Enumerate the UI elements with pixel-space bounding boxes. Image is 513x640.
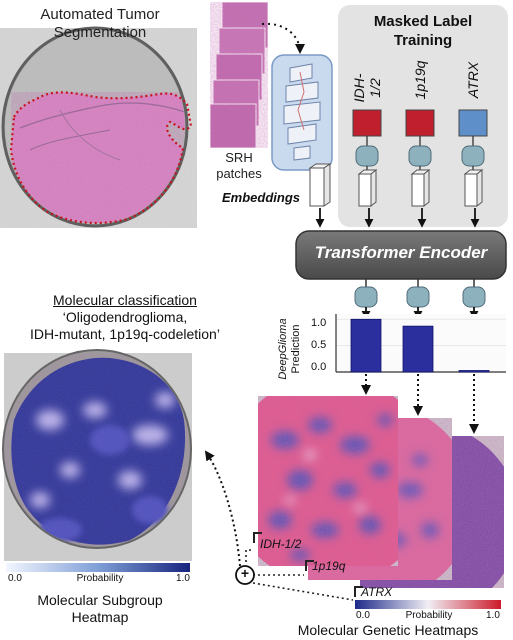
prediction-tick-1: 1.0 xyxy=(311,317,327,329)
prediction-axis-title: DeepGlioma Prediction xyxy=(277,309,303,389)
genetic-colorbar-mid: Probability xyxy=(405,610,453,621)
bar-to-heatmap-arrows xyxy=(361,374,479,434)
embeddings-label: Embeddings xyxy=(222,190,301,205)
subgroup-title-line-2: Heatmap xyxy=(71,609,129,625)
embedding-vector xyxy=(308,163,332,207)
srh-patches-label: SRH patches xyxy=(212,150,266,182)
classification-line-1: ‘Oligodendroglioma, xyxy=(62,309,188,325)
transformer-encoder-block xyxy=(295,230,507,280)
genetic-colorbar xyxy=(355,600,501,609)
subgroup-heatmap xyxy=(2,349,192,561)
prediction-tick-0-5: 0.5 xyxy=(311,339,327,351)
prediction-bar-2 xyxy=(458,370,490,373)
fusion-plus-symbol: + xyxy=(240,565,250,581)
srh-label-line-1: SRH xyxy=(225,150,253,165)
srh-patch-stack xyxy=(209,1,269,149)
subgroup-colorbar xyxy=(6,563,190,572)
marker-columns xyxy=(352,109,488,208)
marker-label-atrx: ATRX xyxy=(465,61,481,99)
idh-heatmap xyxy=(258,396,398,566)
heatmap-label-idh: IDH-1/2 xyxy=(260,537,302,551)
classification-heading: Molecular classification xyxy=(53,292,197,308)
classification-line-2: IDH-mutant, 1p19q-codeletion’ xyxy=(30,326,220,342)
genetic-heatmaps-title: Molecular Genetic Heatmaps xyxy=(297,622,479,638)
marker-label-idh: IDH-1/2 xyxy=(351,73,383,103)
prediction-bar-0 xyxy=(350,318,382,373)
marker-label-1p19q: 1p19q xyxy=(412,60,428,100)
masked-label-line-1: Masked Label xyxy=(373,13,473,30)
encoder-output-nodes xyxy=(354,279,486,320)
segmentation-title-line-1: Automated Tumor xyxy=(40,6,160,23)
transformer-encoder-label: Transformer Encoder xyxy=(314,243,488,262)
subgroup-colorbar-max: 1.0 xyxy=(176,573,190,584)
prediction-tick-0: 0.0 xyxy=(311,361,327,373)
prediction-axis-title-line-2: Prediction xyxy=(290,324,302,374)
heatmap-label-atrx: ATRX xyxy=(361,585,393,599)
segmentation-image xyxy=(0,26,197,228)
srh-label-line-2: patches xyxy=(216,166,262,181)
segmentation-title-line-2: Segmentation xyxy=(53,24,147,41)
prediction-chart xyxy=(335,314,506,373)
prediction-bar-1 xyxy=(402,325,434,373)
segmentation-title: Automated Tumor Segmentation xyxy=(0,6,200,42)
patch-to-encoder-arrow xyxy=(261,22,305,54)
heatmap-fusion-lines xyxy=(204,450,363,601)
heatmap-label-1p19q: 1p19q xyxy=(312,559,346,573)
subgroup-title: Molecular Subgroup Heatmap xyxy=(0,592,200,626)
marker-to-encoder-arrows xyxy=(364,208,480,228)
masked-label-line-2: Training xyxy=(393,32,453,49)
patch-encoder-box xyxy=(271,54,333,171)
genetic-colorbar-max: 1.0 xyxy=(486,610,500,621)
prediction-axis-title-line-1: DeepGlioma xyxy=(277,318,289,380)
masked-label-title: Masked Label Training xyxy=(338,12,508,50)
subgroup-colorbar-mid: Probability xyxy=(76,573,124,584)
subgroup-colorbar-min: 0.0 xyxy=(8,573,22,584)
classification-block: Molecular classification ‘Oligodendrogli… xyxy=(0,292,250,343)
genetic-colorbar-min: 0.0 xyxy=(356,610,370,621)
subgroup-title-line-1: Molecular Subgroup xyxy=(37,592,163,608)
